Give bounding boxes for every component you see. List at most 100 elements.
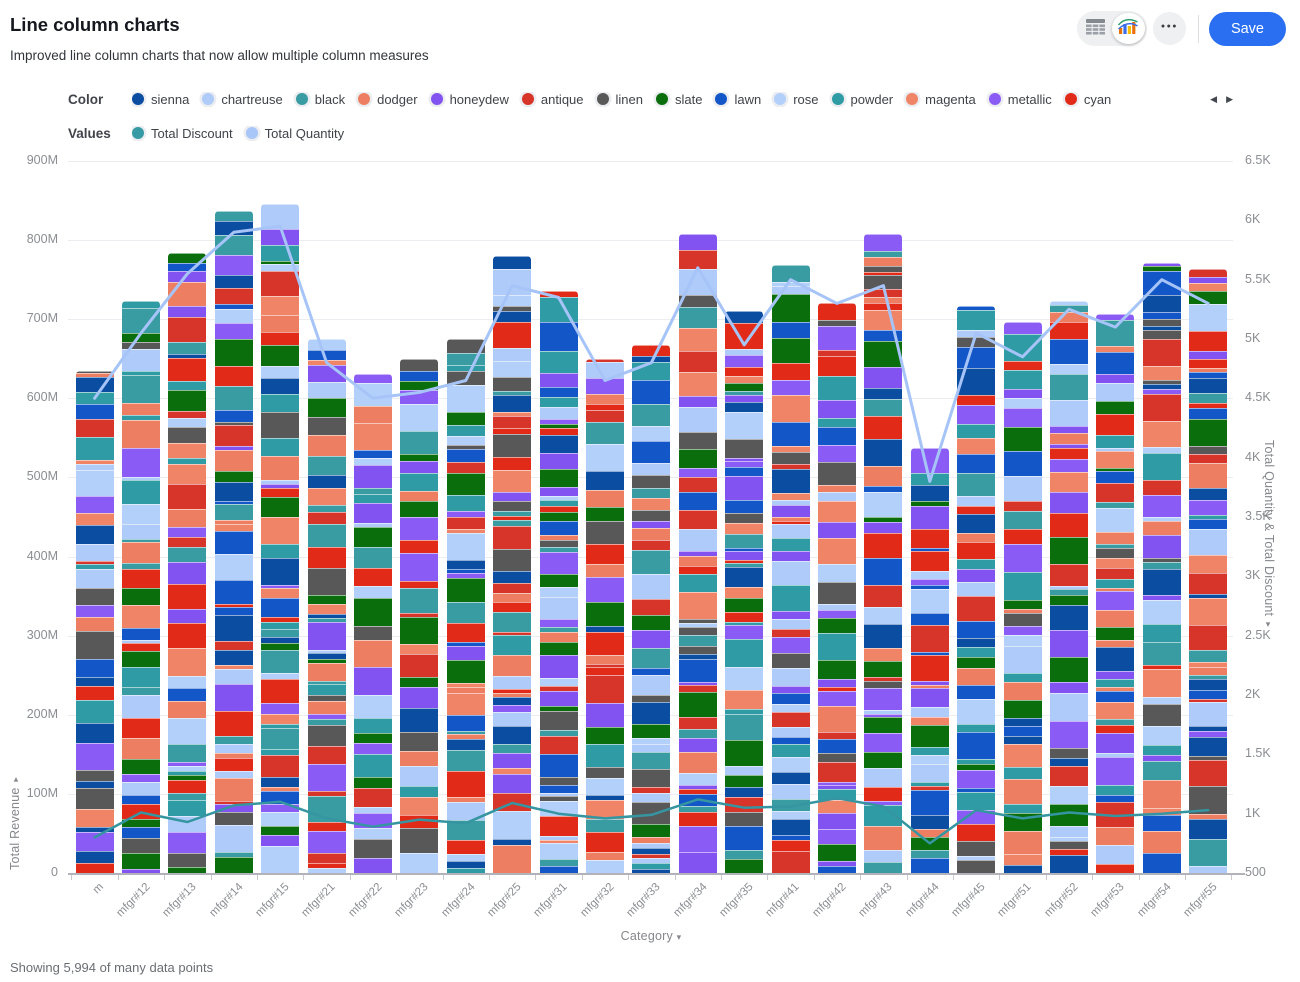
bar-segment (539, 427, 578, 436)
color-legend-item[interactable]: lawn (715, 92, 761, 107)
bar-segment (864, 275, 903, 290)
value-legend-item[interactable]: Total Discount (132, 126, 233, 141)
bar-segment (1096, 531, 1135, 545)
stacked-bar-mfgr#43[interactable] (864, 233, 903, 873)
stacked-bar-mfgr#34[interactable] (678, 233, 717, 873)
stacked-bar-mfgr#33[interactable] (632, 345, 671, 873)
datapoint-count-status: Showing 5,994 of many data points (10, 960, 214, 975)
stacked-bar-mfgr#53[interactable] (1096, 313, 1135, 873)
bar-segment (957, 395, 996, 406)
color-legend-item[interactable]: honeydew (430, 92, 509, 107)
bar-segment (725, 559, 764, 564)
bar-segment (214, 482, 253, 501)
bar-segment (1142, 755, 1181, 761)
bar-segment (864, 623, 903, 649)
bar-segment (493, 696, 532, 705)
stacked-bar-mfgr#52[interactable] (1050, 301, 1088, 873)
color-legend-item[interactable]: black (295, 92, 345, 107)
bar-segment (539, 499, 578, 507)
bar-segment (586, 667, 624, 676)
color-legend-item[interactable]: sienna (132, 92, 189, 107)
stacked-bar-mfgr#41[interactable] (771, 264, 810, 873)
stacked-bar-mfgr#42[interactable] (818, 303, 856, 873)
bar-segment (910, 849, 949, 859)
color-legend-item[interactable]: linen (596, 92, 643, 107)
stacked-bar-mfgr#44[interactable] (910, 448, 949, 873)
chevron-right-icon[interactable]: ▶ (1226, 94, 1233, 104)
x-axis-title[interactable]: Category ▾ (620, 929, 682, 943)
bar-segment (539, 801, 578, 816)
bar-segment (957, 310, 996, 330)
bar-segment (910, 547, 949, 552)
x-axis-tick (1185, 874, 1186, 880)
stacked-bar-mfgr#54[interactable] (1142, 263, 1181, 873)
stacked-bar-mfgr#12[interactable] (122, 301, 160, 873)
stacked-bar-mfgr#13[interactable] (168, 252, 207, 873)
x-axis-tick (860, 874, 862, 880)
bar-segment (493, 377, 532, 392)
color-legend-item[interactable]: metallic (988, 92, 1052, 107)
color-legend-item[interactable]: magenta (906, 92, 976, 107)
stacked-bar-mfgr#45[interactable] (957, 305, 996, 873)
bar-segment (771, 850, 810, 873)
color-legend-item[interactable]: chartreuse (202, 92, 283, 107)
bar-segment (493, 456, 532, 470)
bar-segment (122, 332, 160, 343)
bar-segment (678, 591, 717, 619)
stacked-bar-mfgr#55[interactable] (1189, 268, 1228, 873)
right-axis-title[interactable]: Total Quantity & Total Discount ▾ (1262, 440, 1276, 631)
legend-color-dot (430, 93, 443, 105)
stacked-bar-mfgr#51[interactable] (1003, 322, 1042, 873)
color-legend-item[interactable]: rose (774, 92, 819, 107)
bar-segment (261, 496, 300, 518)
bar-segment (446, 623, 485, 642)
bar-segment (586, 675, 624, 704)
left-axis-title[interactable]: Total Revenue ▾ (8, 773, 22, 870)
bar-segment (864, 584, 903, 607)
value-legend-item[interactable]: Total Quantity (245, 126, 344, 141)
color-legend-item[interactable]: cyan (1064, 92, 1111, 107)
bar-segment (725, 533, 764, 548)
color-legend-item[interactable]: dodger (358, 92, 418, 107)
bar-segment (1003, 743, 1042, 768)
chart-view-button[interactable] (1111, 13, 1145, 44)
bar-segment (261, 714, 300, 725)
bar-segment (678, 685, 717, 693)
bar-segment (632, 802, 671, 825)
bar-segment (771, 362, 810, 380)
chevron-left-icon[interactable]: ◀ (1210, 94, 1218, 104)
table-view-button[interactable] (1079, 13, 1112, 44)
stacked-bar-mfgr#22[interactable] (354, 373, 392, 873)
color-legend-item[interactable]: slate (655, 92, 702, 107)
bar-segment (400, 380, 439, 391)
bar-segment (1050, 681, 1088, 693)
color-legend-item[interactable]: powder (831, 92, 893, 107)
bar-segment (354, 694, 392, 719)
bar-segment (168, 282, 207, 306)
stacked-bar-mfgr#31[interactable] (539, 290, 578, 873)
stacked-bar-mfgr#15[interactable] (261, 203, 300, 873)
color-legend-item[interactable]: antique (521, 92, 584, 107)
x-axis-label: mfgr#44 (902, 881, 942, 920)
save-button[interactable]: Save (1208, 11, 1286, 46)
stacked-bar-mfgr#32[interactable] (586, 358, 624, 873)
stacked-bar-m[interactable] (75, 370, 114, 873)
stacked-bar-mfgr#24[interactable] (446, 339, 485, 873)
stacked-bar-mfgr#35[interactable] (725, 310, 764, 873)
view-toggle (1076, 11, 1147, 46)
bar-segment (632, 668, 671, 675)
legend-color-dot (596, 93, 609, 105)
more-options-button[interactable]: ●●● (1152, 12, 1186, 45)
right-axis-tick-label: 2.5K (1245, 627, 1271, 642)
bar-segment (725, 476, 764, 501)
legend-color-dot (245, 127, 258, 139)
bar-segment (1096, 567, 1135, 579)
bar-segment (1003, 803, 1042, 814)
stacked-bar-mfgr#14[interactable] (214, 210, 253, 873)
stacked-bar-mfgr#21[interactable] (307, 339, 346, 873)
stacked-bar-mfgr#25[interactable] (493, 255, 532, 873)
bar-segment (493, 347, 532, 361)
stacked-bar-mfgr#23[interactable] (400, 358, 439, 873)
bar-segment (910, 716, 949, 726)
bar-segment (586, 544, 624, 564)
